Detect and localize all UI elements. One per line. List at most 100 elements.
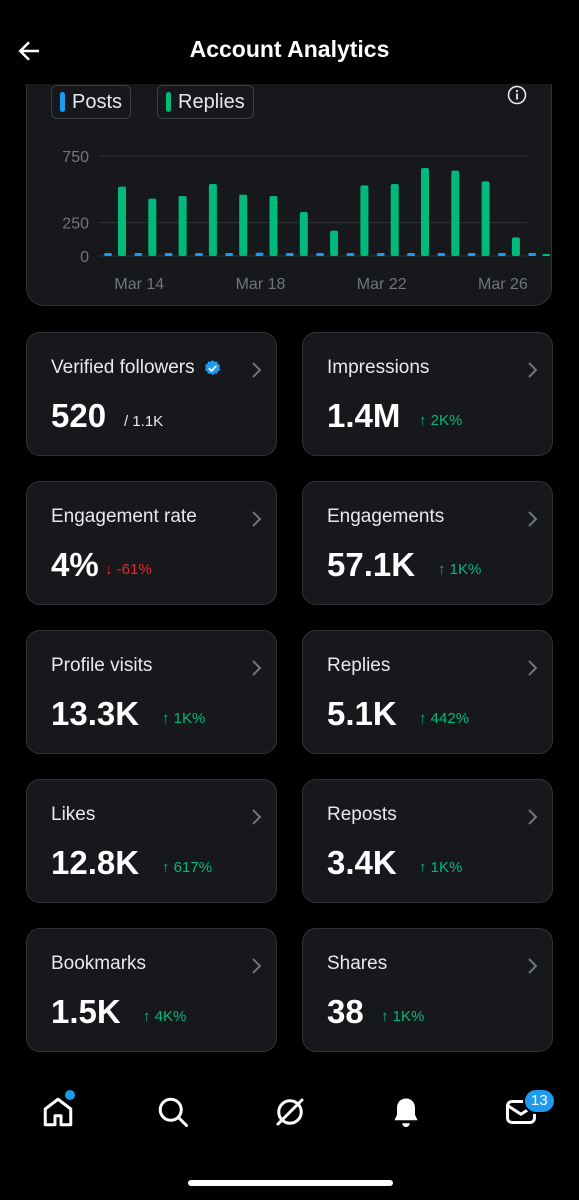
metric-delta: ↑ 2K% bbox=[419, 412, 463, 429]
metric-label: Bookmarks bbox=[51, 953, 146, 975]
metric-tile-bookmarks[interactable]: Bookmarks 1.5K ↑ 4K% bbox=[26, 928, 277, 1052]
replies-bar bbox=[148, 198, 157, 256]
legend-replies-label: Replies bbox=[178, 90, 245, 113]
metric-tile-likes[interactable]: Likes 12.8K ↑ 617% bbox=[26, 779, 277, 903]
metric-tile-profile-visits[interactable]: Profile visits 13.3K ↑ 1K% bbox=[26, 630, 277, 754]
x-tick-label: Mar 22 bbox=[357, 276, 407, 293]
posts-bar bbox=[104, 253, 112, 256]
posts-bar bbox=[528, 253, 537, 256]
replies-bar bbox=[239, 194, 248, 256]
metric-subtext: / 1.1K bbox=[124, 413, 164, 430]
chart-card: Posts Replies 750 250 0 Mar 14 Mar 18 Mar 22 M… bbox=[26, 60, 552, 306]
metric-value: 1.4M bbox=[327, 397, 401, 434]
replies-bar bbox=[421, 168, 429, 256]
verified-badge-icon bbox=[204, 359, 220, 375]
metric-delta: ↑ 1K% bbox=[162, 710, 206, 727]
posts-bar bbox=[164, 253, 173, 256]
legend-replies[interactable]: Replies bbox=[157, 85, 254, 119]
chevron-right-icon bbox=[528, 660, 538, 676]
metric-tile-shares[interactable]: Shares 38 ↑ 1K% bbox=[302, 928, 553, 1052]
metric-label-text: Engagements bbox=[327, 506, 445, 527]
posts-bar bbox=[497, 253, 506, 256]
metric-label-text: Impressions bbox=[327, 357, 430, 378]
posts-bar bbox=[225, 253, 234, 256]
metric-label-text: Profile visits bbox=[51, 655, 153, 676]
replies-bar bbox=[330, 230, 339, 256]
metric-label: Impressions bbox=[327, 357, 429, 379]
metric-value: 38 bbox=[327, 993, 364, 1030]
metric-value: 13.3K bbox=[51, 695, 140, 732]
notifications-icon[interactable] bbox=[388, 1094, 424, 1130]
metric-label-text: Verified followers bbox=[51, 357, 195, 378]
grok-icon[interactable] bbox=[272, 1094, 308, 1130]
metric-label: Shares bbox=[327, 953, 387, 975]
metric-label-text: Reposts bbox=[327, 804, 397, 825]
info-icon[interactable] bbox=[507, 85, 527, 105]
legend-posts[interactable]: Posts bbox=[51, 85, 132, 119]
metric-tile-impressions[interactable]: Impressions 1.4M ↑ 2K% bbox=[302, 332, 553, 456]
replies-bar bbox=[511, 237, 520, 256]
home-indicator bbox=[188, 1180, 393, 1186]
posts-bar bbox=[255, 252, 264, 256]
metric-label: Reposts bbox=[327, 804, 397, 826]
replies-bar bbox=[542, 254, 551, 256]
chevron-right-icon bbox=[528, 362, 538, 378]
y-tick-label: 250 bbox=[62, 216, 89, 233]
posts-bar bbox=[467, 253, 476, 256]
home-notification-dot bbox=[65, 1090, 75, 1100]
metric-tile-verified-followers[interactable]: Verified followers 520 / 1.1K bbox=[26, 332, 277, 456]
replies-bar bbox=[299, 212, 308, 256]
home-icon[interactable] bbox=[40, 1094, 76, 1130]
metric-tile-reposts[interactable]: Reposts 3.4K ↑ 1K% bbox=[302, 779, 553, 903]
messages-badge: 13 bbox=[523, 1088, 556, 1114]
metric-tile-engagement-rate[interactable]: Engagement rate 4% ↓ -61% bbox=[26, 481, 277, 605]
x-tick-label: Mar 26 bbox=[478, 276, 528, 293]
metric-label-text: Engagement rate bbox=[51, 506, 197, 527]
posts-bar bbox=[134, 253, 143, 256]
page-title: Account Analytics bbox=[189, 36, 390, 62]
replies-bar bbox=[360, 185, 369, 256]
posts-bar bbox=[407, 253, 415, 256]
replies-bar bbox=[390, 184, 399, 256]
metric-label: Profile visits bbox=[51, 655, 152, 677]
metric-label-text: Replies bbox=[327, 655, 391, 676]
y-tick-label: 750 bbox=[62, 149, 89, 166]
metric-label: Replies bbox=[327, 655, 390, 677]
metric-value: 3.4K bbox=[327, 844, 397, 881]
metric-label: Verified followers bbox=[51, 357, 222, 379]
metric-label-text: Likes bbox=[51, 804, 96, 825]
metric-value: 520 bbox=[51, 397, 107, 434]
replies-bar bbox=[208, 184, 217, 256]
search-icon[interactable] bbox=[155, 1094, 191, 1130]
analytics-bar-chart: 750 250 0 Mar 14 Mar 18 Mar 22 Mar 26 bbox=[62, 149, 551, 293]
replies-bar bbox=[451, 170, 460, 256]
metric-label: Engagements bbox=[327, 506, 444, 528]
metric-value: 5.1K bbox=[327, 695, 397, 732]
back-arrow-icon[interactable] bbox=[14, 36, 44, 66]
replies-bar bbox=[118, 186, 126, 256]
chevron-right-icon bbox=[252, 362, 262, 378]
metric-tile-replies[interactable]: Replies 5.1K ↑ 442% bbox=[302, 630, 553, 754]
replies-bar bbox=[178, 196, 187, 256]
metric-delta: ↑ 617% bbox=[162, 859, 213, 876]
metric-value: 57.1K bbox=[327, 546, 416, 583]
replies-color-swatch bbox=[166, 92, 171, 112]
x-tick-label: Mar 18 bbox=[236, 276, 286, 293]
metric-label: Likes bbox=[51, 804, 95, 826]
metric-label: Engagement rate bbox=[51, 506, 197, 528]
chevron-right-icon bbox=[252, 511, 262, 527]
posts-color-swatch bbox=[60, 92, 65, 112]
replies-bar bbox=[481, 181, 490, 256]
posts-bar bbox=[285, 253, 294, 256]
metric-tile-engagements[interactable]: Engagements 57.1K ↑ 1K% bbox=[302, 481, 553, 605]
y-tick-label: 0 bbox=[80, 249, 89, 266]
metric-delta: ↑ 442% bbox=[419, 710, 470, 727]
posts-bar bbox=[346, 253, 355, 256]
posts-bar bbox=[316, 253, 325, 256]
metric-delta: ↑ 1K% bbox=[419, 859, 463, 876]
metric-value: 1.5K bbox=[51, 993, 121, 1030]
metric-label-text: Shares bbox=[327, 953, 388, 974]
replies-bar bbox=[269, 196, 278, 256]
x-tick-label: Mar 14 bbox=[114, 276, 164, 293]
top-bar: Account Analytics bbox=[0, 0, 579, 84]
